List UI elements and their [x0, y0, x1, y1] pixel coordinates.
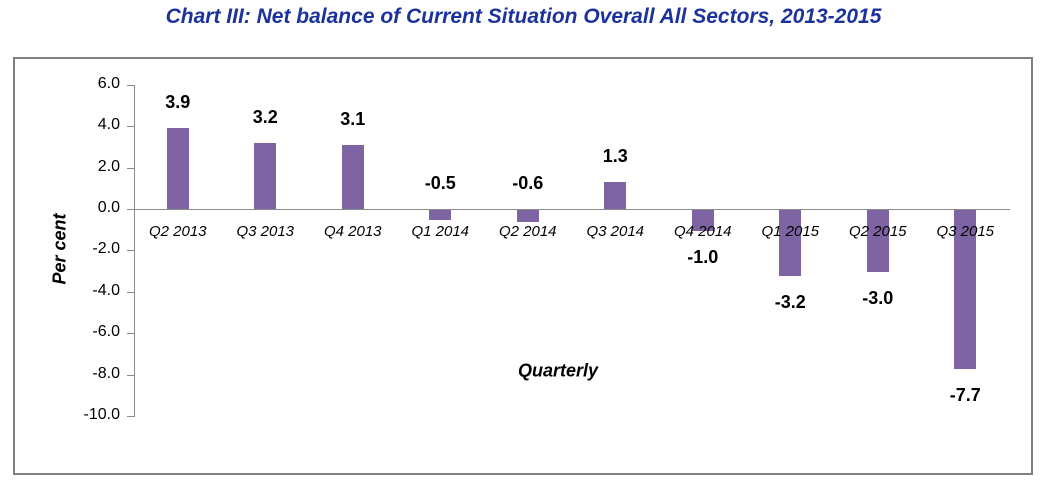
y-tick-label: -8.0 — [92, 364, 120, 382]
category-label: Q3 2013 — [236, 223, 295, 240]
category-label: Q2 2014 — [498, 223, 557, 240]
y-tick-label: 4.0 — [97, 116, 120, 134]
data-label: -3.2 — [774, 292, 806, 313]
category-label: Q3 2014 — [586, 223, 645, 240]
y-tick-label: -6.0 — [92, 323, 120, 341]
category-label: Q2 2015 — [848, 223, 907, 240]
category-label: Q3 2015 — [936, 223, 995, 240]
y-tick — [127, 167, 134, 169]
bar — [341, 144, 364, 209]
bar — [866, 210, 889, 273]
y-tick-label: 6.0 — [97, 74, 120, 92]
data-label: 3.2 — [252, 106, 278, 127]
category-label: Q4 2014 — [673, 223, 732, 240]
data-label: 3.9 — [165, 92, 191, 113]
data-label: -3.0 — [862, 288, 894, 309]
data-label: 3.1 — [340, 108, 366, 129]
chart-frame: Per cent Quarterly 6.0 4.0 2.0 0.0 -2.0 -4.0-… — [13, 57, 1033, 475]
y-tick — [127, 84, 134, 86]
bar — [954, 210, 977, 370]
y-tick-label: 2.0 — [97, 157, 120, 175]
y-tick-label: -2.0 — [92, 240, 120, 258]
data-label: -0.5 — [424, 173, 456, 193]
category-label: Q1 2015 — [761, 223, 820, 240]
bar — [429, 210, 452, 221]
y-axis-line — [134, 85, 135, 417]
data-label: 1.3 — [602, 146, 628, 167]
y-tick-label: 0.0 — [97, 199, 120, 216]
y-tick — [127, 250, 134, 252]
y-tick — [127, 416, 134, 417]
y-tick — [127, 374, 134, 376]
bar — [254, 142, 277, 209]
data-label: -1.0 — [687, 246, 719, 267]
y-tick — [127, 291, 134, 293]
y-tick — [127, 333, 134, 335]
y-tick-label: -10.0 — [83, 406, 120, 423]
bar — [166, 128, 189, 209]
category-label: Q1 2014 — [411, 223, 470, 240]
bar — [779, 210, 802, 277]
bar — [516, 210, 539, 223]
plot-area: Per cent Quarterly 6.0 4.0 2.0 0.0 -2.0 -4.0-… — [15, 59, 1031, 473]
bar — [604, 182, 627, 209]
x-axis-title: Quarterly — [517, 360, 599, 381]
y-tick — [127, 126, 134, 128]
bar — [691, 210, 714, 231]
category-label: Q2 2013 — [148, 223, 207, 240]
y-tick — [127, 209, 134, 210]
data-label: -0.6 — [512, 173, 544, 193]
chart-title: Chart III: Net balance of Current Situat… — [165, 5, 882, 28]
data-label: -7.7 — [949, 385, 981, 406]
category-label: Q4 2013 — [323, 223, 382, 240]
x-axis-line — [134, 209, 1010, 210]
y-tick-label: -4.0 — [92, 281, 120, 299]
